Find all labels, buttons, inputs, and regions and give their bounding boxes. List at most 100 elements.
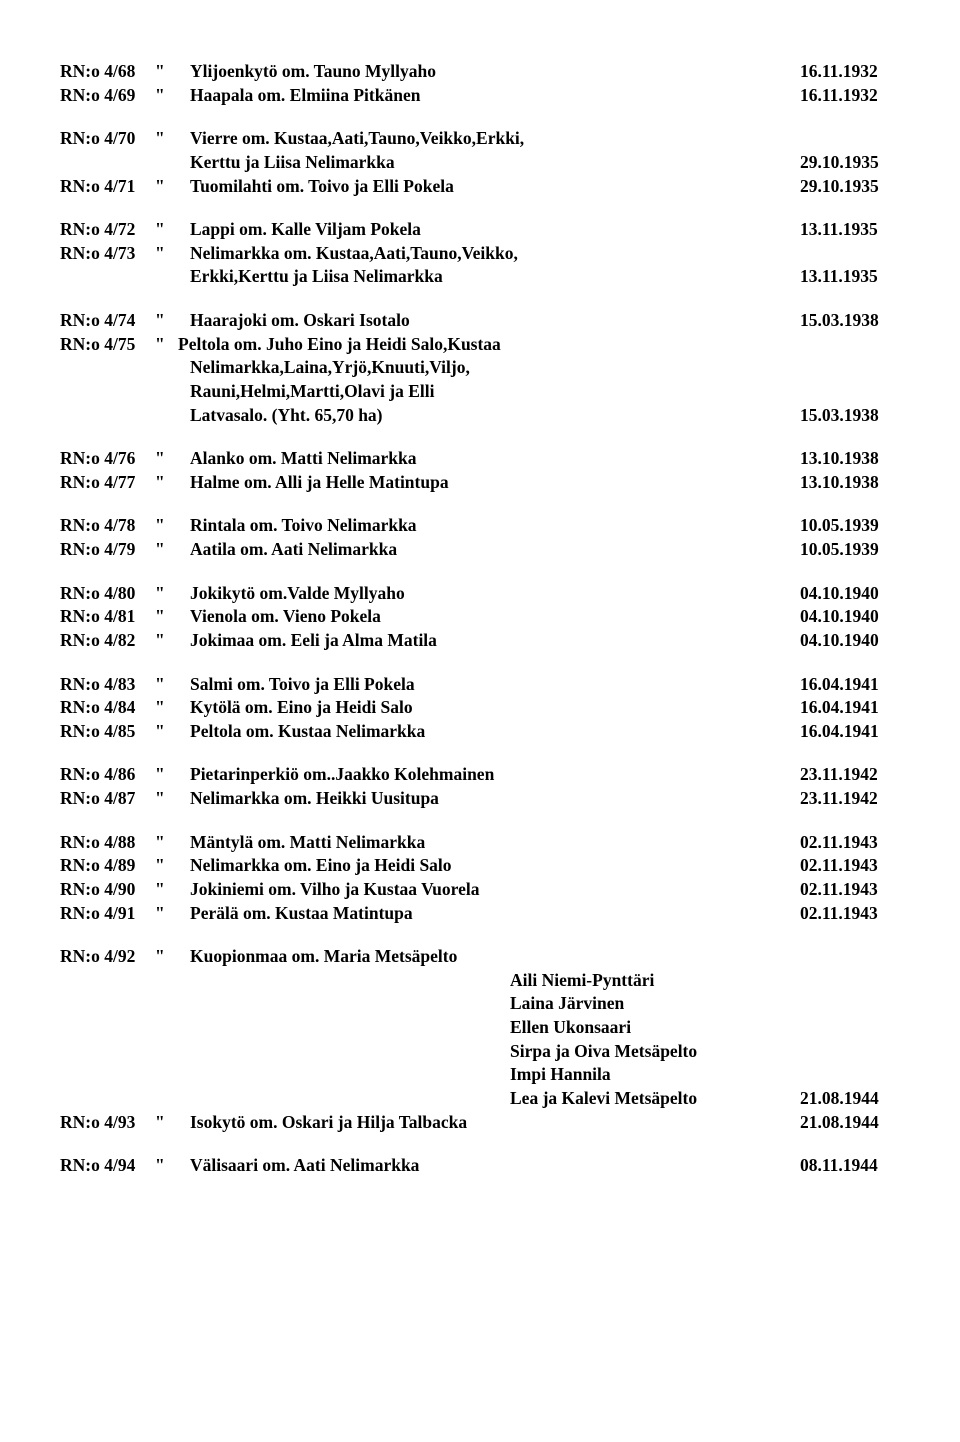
entry-date: 08.11.1944 <box>800 1154 900 1178</box>
register-entry: RN:o 4/83"Salmi om. Toivo ja Elli Pokela… <box>60 673 900 697</box>
subline-text: Aili Niemi-Pynttäri <box>510 969 800 993</box>
entry-description: Jokiniemi om. Vilho ja Kustaa Vuorela <box>190 878 800 902</box>
register-entry: RN:o 4/89"Nelimarkka om. Eino ja Heidi S… <box>60 854 900 878</box>
entry-rn-number: RN:o 4/83 <box>60 673 155 697</box>
continuation-text: Latvasalo. (Yht. 65,70 ha) <box>190 404 800 428</box>
ditto-mark: " <box>155 218 190 242</box>
ditto-mark: " <box>155 720 190 744</box>
entry-date: 21.08.1944 <box>800 1087 900 1111</box>
entry-date: 13.11.1935 <box>800 218 900 242</box>
register-entry: RN:o 4/84"Kytölä om. Eino ja Heidi Salo1… <box>60 696 900 720</box>
entry-description: Tuomilahti om. Toivo ja Elli Pokela <box>190 175 800 199</box>
entry-rn-number: RN:o 4/89 <box>60 854 155 878</box>
ditto-mark: " <box>155 242 190 266</box>
entry-rn-number: RN:o 4/86 <box>60 763 155 787</box>
entry-rn-number: RN:o 4/94 <box>60 1154 155 1178</box>
register-entry: RN:o 4/76"Alanko om. Matti Nelimarkka13.… <box>60 447 900 471</box>
entry-date: 15.03.1938 <box>800 404 900 428</box>
continuation-text: Nelimarkka,Laina,Yrjö,Knuuti,Viljo, <box>190 356 800 380</box>
entry-rn-number: RN:o 4/74 <box>60 309 155 333</box>
register-continuation: Latvasalo. (Yht. 65,70 ha)15.03.1938 <box>60 404 900 428</box>
entry-rn-number: RN:o 4/92 <box>60 945 155 969</box>
entry-description: Haapala om. Elmiina Pitkänen <box>190 84 800 108</box>
ditto-mark: " <box>155 945 190 969</box>
register-entry: RN:o 4/91"Perälä om. Kustaa Matintupa02.… <box>60 902 900 926</box>
blank-line <box>60 494 900 514</box>
entry-date: 16.11.1932 <box>800 60 900 84</box>
register-entry: RN:o 4/69"Haapala om. Elmiina Pitkänen16… <box>60 84 900 108</box>
entry-description: Kytölä om. Eino ja Heidi Salo <box>190 696 800 720</box>
entry-description: Perälä om. Kustaa Matintupa <box>190 902 800 926</box>
entry-description: Kuopionmaa om. Maria Metsäpelto <box>190 945 800 969</box>
register-subline: Aili Niemi-Pynttäri <box>60 969 900 993</box>
entry-date: 10.05.1939 <box>800 538 900 562</box>
entry-date: 23.11.1942 <box>800 763 900 787</box>
entry-description: Rintala om. Toivo Nelimarkka <box>190 514 800 538</box>
entry-date: 02.11.1943 <box>800 902 900 926</box>
register-entry: RN:o 4/90"Jokiniemi om. Vilho ja Kustaa … <box>60 878 900 902</box>
ditto-mark: " <box>155 60 190 84</box>
register-entry: RN:o 4/93"Isokytö om. Oskari ja Hilja Ta… <box>60 1111 900 1135</box>
entry-description: Alanko om. Matti Nelimarkka <box>190 447 800 471</box>
entry-description: Nelimarkka om. Heikki Uusitupa <box>190 787 800 811</box>
entry-rn-number: RN:o 4/79 <box>60 538 155 562</box>
register-entry: RN:o 4/87"Nelimarkka om. Heikki Uusitupa… <box>60 787 900 811</box>
entry-date: 02.11.1943 <box>800 831 900 855</box>
register-entry: RN:o 4/78"Rintala om. Toivo Nelimarkka10… <box>60 514 900 538</box>
register-continuation: Erkki,Kerttu ja Liisa Nelimarkka13.11.19… <box>60 265 900 289</box>
blank-line <box>60 743 900 763</box>
blank-line <box>60 562 900 582</box>
entry-description: Ylijoenkytö om. Tauno Myllyaho <box>190 60 800 84</box>
subline-text: Ellen Ukonsaari <box>510 1016 800 1040</box>
subline-text: Impi Hannila <box>510 1063 800 1087</box>
entry-description: Jokimaa om. Eeli ja Alma Matila <box>190 629 800 653</box>
blank-line <box>60 1134 900 1154</box>
entry-rn-number: RN:o 4/76 <box>60 447 155 471</box>
ditto-mark: " <box>155 696 190 720</box>
entry-rn-number: RN:o 4/70 <box>60 127 155 151</box>
register-entry: RN:o 4/82"Jokimaa om. Eeli ja Alma Matil… <box>60 629 900 653</box>
blank-line <box>60 427 900 447</box>
register-entry: RN:o 4/70"Vierre om. Kustaa,Aati,Tauno,V… <box>60 127 900 151</box>
entry-rn-number: RN:o 4/78 <box>60 514 155 538</box>
entry-date: 10.05.1939 <box>800 514 900 538</box>
entry-rn-number: RN:o 4/69 <box>60 84 155 108</box>
blank-line <box>60 289 900 309</box>
entry-date: 21.08.1944 <box>800 1111 900 1135</box>
register-entry: RN:o 4/80"Jokikytö om.Valde Myllyaho04.1… <box>60 582 900 606</box>
entry-description: Nelimarkka om. Eino ja Heidi Salo <box>190 854 800 878</box>
entry-rn-number: RN:o 4/85 <box>60 720 155 744</box>
subline-text: Lea ja Kalevi Metsäpelto <box>510 1087 800 1111</box>
entry-description: Aatila om. Aati Nelimarkka <box>190 538 800 562</box>
ditto-mark: " <box>155 333 178 357</box>
entry-rn-number: RN:o 4/71 <box>60 175 155 199</box>
entry-description: Lappi om. Kalle Viljam Pokela <box>190 218 800 242</box>
ditto-mark: " <box>155 673 190 697</box>
register-entry: RN:o 4/71"Tuomilahti om. Toivo ja Elli P… <box>60 175 900 199</box>
ditto-mark: " <box>155 1154 190 1178</box>
entry-date <box>800 356 900 380</box>
entry-date: 02.11.1943 <box>800 854 900 878</box>
register-entry: RN:o 4/88"Mäntylä om. Matti Nelimarkka02… <box>60 831 900 855</box>
entry-date: 04.10.1940 <box>800 629 900 653</box>
entry-date <box>800 380 900 404</box>
ditto-mark: " <box>155 787 190 811</box>
entry-description: Salmi om. Toivo ja Elli Pokela <box>190 673 800 697</box>
entry-rn-number: RN:o 4/91 <box>60 902 155 926</box>
blank-line <box>60 107 900 127</box>
ditto-mark: " <box>155 831 190 855</box>
register-entry: RN:o 4/92"Kuopionmaa om. Maria Metsäpelt… <box>60 945 900 969</box>
entry-rn-number: RN:o 4/72 <box>60 218 155 242</box>
entry-date: 13.11.1935 <box>800 265 900 289</box>
entry-date: 04.10.1940 <box>800 605 900 629</box>
ditto-mark: " <box>155 902 190 926</box>
continuation-text: Kerttu ja Liisa Nelimarkka <box>190 151 800 175</box>
entry-rn-number: RN:o 4/84 <box>60 696 155 720</box>
entry-description: Välisaari om. Aati Nelimarkka <box>190 1154 800 1178</box>
entry-rn-number: RN:o 4/93 <box>60 1111 155 1135</box>
register-entry: RN:o 4/74"Haarajoki om. Oskari Isotalo15… <box>60 309 900 333</box>
register-entry: RN:o 4/77"Halme om. Alli ja Helle Matint… <box>60 471 900 495</box>
entry-rn-number: RN:o 4/87 <box>60 787 155 811</box>
entry-date <box>800 1016 900 1040</box>
continuation-text: Rauni,Helmi,Martti,Olavi ja Elli <box>190 380 800 404</box>
